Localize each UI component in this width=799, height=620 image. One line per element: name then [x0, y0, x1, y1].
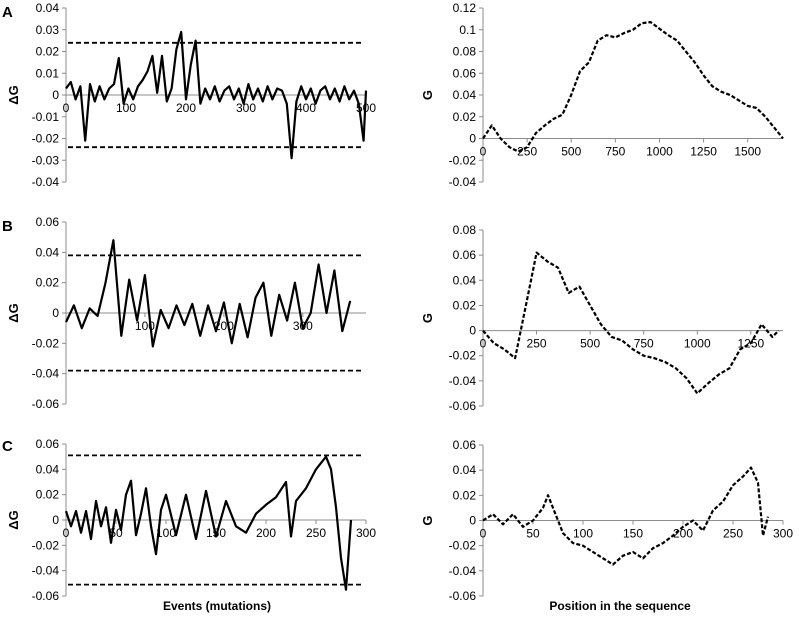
y-tick-label: 0.02 — [36, 276, 60, 290]
x-tick-label: 200 — [176, 101, 196, 115]
y-tick-label: 0.08 — [453, 45, 477, 59]
y-tick-label: 0.04 — [36, 462, 60, 476]
y-tick-label: -0.06 — [32, 589, 60, 603]
y-tick-label: 0.06 — [453, 66, 477, 80]
y-tick-label: -0.04 — [449, 564, 477, 578]
x-tick-label: 1500 — [734, 145, 761, 159]
x-tick-label: 150 — [623, 527, 643, 541]
x-tick-label: 100 — [573, 527, 593, 541]
series-line-left — [65, 30, 368, 160]
x-tick-label: 1000 — [646, 145, 673, 159]
y-tick-label: -0.06 — [449, 589, 477, 603]
y-tick-label: -0.04 — [449, 374, 477, 388]
y-tick-label: -0.04 — [32, 564, 60, 578]
x-tick-label: 1250 — [690, 145, 717, 159]
panel-label: B — [2, 218, 13, 235]
x-tick-label: 200 — [673, 527, 693, 541]
x-tick-label: 750 — [634, 337, 654, 351]
x-tick-label: 0 — [480, 527, 487, 541]
y-tick-label: -0.02 — [449, 349, 477, 363]
x-tick-label: 100 — [156, 526, 176, 540]
y-tick-label: 0.06 — [453, 438, 477, 452]
x-tick-label: 300 — [236, 101, 256, 115]
x-tick-label: 100 — [116, 101, 136, 115]
y-tick-label: -0.02 — [32, 538, 60, 552]
x-tick-label: 500 — [561, 145, 581, 159]
x-tick-label: 250 — [527, 337, 547, 351]
y-tick-label: 0.04 — [453, 88, 477, 102]
y-tick-label: -0.02 — [32, 336, 60, 350]
series-line-left — [65, 239, 352, 348]
y-tick-label: 0.02 — [453, 488, 477, 502]
y-tick-label: 0 — [469, 324, 476, 338]
y-tick-label: 0.02 — [453, 110, 477, 124]
series-line-right — [482, 466, 770, 566]
x-tick-label: 300 — [773, 527, 793, 541]
x-tick-label: 1000 — [684, 337, 711, 351]
x-tick-label: 250 — [723, 527, 743, 541]
y-tick-label: -0.03 — [32, 153, 60, 167]
y-tick-label: 0 — [52, 513, 59, 527]
y-axis-label: G — [420, 515, 435, 525]
x-tick-label: 200 — [256, 526, 276, 540]
y-tick-label: -0.04 — [32, 175, 60, 189]
y-tick-label: -0.06 — [32, 397, 60, 411]
y-tick-label: 0.08 — [453, 223, 477, 237]
y-tick-label: 0.04 — [36, 1, 60, 15]
y-tick-label: 0.03 — [36, 23, 60, 37]
x-tick-label: 0 — [480, 337, 487, 351]
y-tick-label: 0 — [469, 132, 476, 146]
y-tick-label: 0.06 — [453, 248, 477, 262]
y-tick-label: 0.02 — [453, 298, 477, 312]
x-tick-label: 0 — [63, 526, 70, 540]
x-axis-label-right: Position in the sequence — [549, 599, 691, 613]
y-tick-label: -0.06 — [449, 399, 477, 413]
y-tick-label: -0.01 — [32, 110, 60, 124]
y-tick-label: 0.06 — [36, 215, 60, 229]
y-tick-label: 0.01 — [36, 66, 60, 80]
y-tick-label: 0.04 — [453, 273, 477, 287]
x-tick-label: 50 — [526, 527, 540, 541]
series-line-left — [64, 455, 353, 591]
y-axis-label: G — [420, 313, 435, 323]
x-tick-label: 250 — [517, 145, 537, 159]
x-tick-label: 750 — [605, 145, 625, 159]
x-tick-label: 0 — [480, 145, 487, 159]
y-tick-label: -0.02 — [449, 153, 477, 167]
y-tick-label: 0.02 — [36, 488, 60, 502]
y-tick-label: 0.12 — [453, 1, 477, 15]
series-line-right — [482, 251, 780, 395]
y-tick-label: 0.04 — [453, 463, 477, 477]
y-tick-label: 0 — [52, 88, 59, 102]
y-axis-label: ΔG — [6, 303, 21, 322]
y-tick-label: -0.04 — [32, 367, 60, 381]
y-tick-label: -0.02 — [32, 132, 60, 146]
x-tick-label: 300 — [356, 526, 376, 540]
y-tick-label: 0.06 — [36, 437, 60, 451]
y-tick-label: -0.02 — [449, 539, 477, 553]
series-line-right — [482, 21, 784, 153]
y-axis-label: G — [420, 90, 435, 100]
y-tick-label: 0.04 — [36, 245, 60, 259]
x-tick-label: 0 — [63, 101, 70, 115]
y-axis-label: ΔG — [6, 510, 21, 529]
x-tick-label: 250 — [306, 526, 326, 540]
y-tick-label: 0 — [52, 306, 59, 320]
y-tick-label: -0.04 — [449, 175, 477, 189]
y-tick-label: 0.1 — [459, 23, 476, 37]
panel-label: C — [2, 438, 13, 455]
x-tick-label: 500 — [580, 337, 600, 351]
y-axis-label: ΔG — [6, 85, 21, 104]
y-tick-label: 0.02 — [36, 45, 60, 59]
x-axis-label-left: Events (mutations) — [163, 599, 271, 613]
y-tick-label: 0 — [469, 514, 476, 528]
panel-label: A — [2, 4, 13, 21]
x-tick-label: 400 — [296, 101, 316, 115]
